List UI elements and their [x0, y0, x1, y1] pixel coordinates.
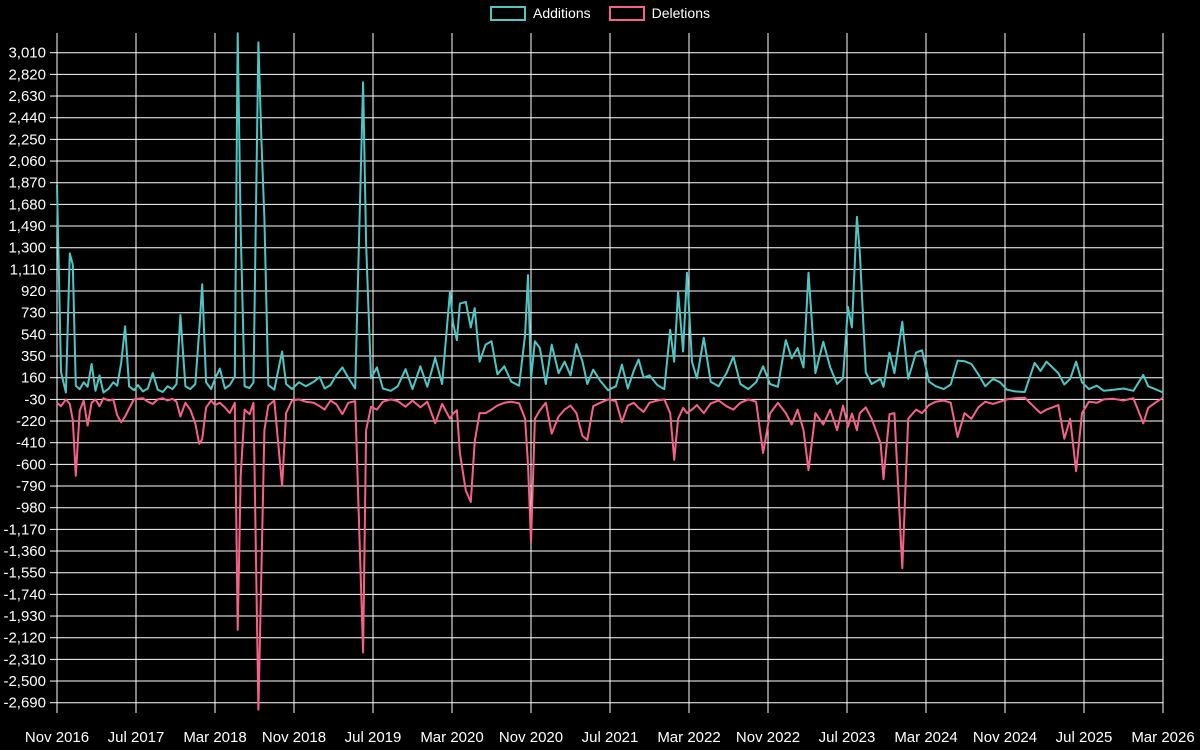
- legend-deletions-label: Deletions: [651, 5, 710, 21]
- y-axis-tick-label: -2,120: [3, 630, 46, 647]
- y-axis-tick-label: 2,250: [8, 131, 46, 148]
- x-axis-tick-label: Mar 2022: [657, 729, 720, 746]
- x-axis-tick-label: Jul 2021: [582, 729, 639, 746]
- y-axis-tick-label: -1,930: [3, 608, 46, 625]
- x-axis-tick-label: Nov 2022: [736, 729, 800, 746]
- y-axis-tick-label: -980: [16, 500, 46, 517]
- y-axis-tick-label: 3,010: [8, 45, 46, 62]
- y-axis-tick-label: -220: [16, 413, 46, 430]
- deletions-line: [56, 396, 1164, 711]
- y-axis-tick-label: 1,110: [10, 261, 46, 278]
- x-axis-tick-label: Nov 2018: [262, 729, 326, 746]
- y-axis-tick-label: -2,500: [3, 673, 46, 690]
- y-axis-tick-label: -790: [16, 478, 46, 495]
- y-axis-tick-label: 2,060: [8, 153, 46, 170]
- x-axis-tick-label: Mar 2026: [1131, 729, 1194, 746]
- y-axis-tick-label: 540: [21, 326, 46, 343]
- y-axis-tick-label: 920: [21, 283, 46, 300]
- y-axis-tick-label: -1,170: [3, 521, 46, 538]
- x-axis-grid: Nov 2016 Jul 2017 Mar 2018 Nov 2018 Jul 2019…: [25, 33, 1195, 746]
- x-axis-tick-label: Nov 2024: [973, 729, 1037, 746]
- y-axis-tick-label: -2,690: [3, 695, 46, 712]
- x-axis-tick-label: Mar 2018: [183, 729, 246, 746]
- y-axis-tick-label: -1,740: [3, 586, 46, 603]
- chart-legend: Additions Deletions: [0, 6, 1200, 21]
- additions-line: [56, 32, 1164, 394]
- legend-item-deletions[interactable]: Deletions: [608, 5, 710, 21]
- deletions-swatch-icon: [608, 6, 645, 21]
- x-axis-tick-label: Nov 2016: [25, 729, 89, 746]
- y-axis-tick-label: 730: [21, 305, 46, 322]
- additions-swatch-icon: [490, 6, 527, 21]
- legend-additions-label: Additions: [533, 5, 591, 21]
- x-axis-tick-label: Jul 2019: [345, 729, 402, 746]
- y-axis-tick-label: -2,310: [3, 651, 46, 668]
- y-axis-tick-label: 160: [21, 370, 46, 387]
- x-axis-tick-label: Jul 2023: [819, 729, 876, 746]
- y-axis-tick-label: 1,870: [8, 175, 46, 192]
- y-axis-tick-label: -600: [16, 456, 46, 473]
- y-axis-tick-label: -410: [16, 435, 46, 452]
- y-axis-tick-label: -30: [24, 391, 46, 408]
- x-axis-tick-label: Mar 2020: [420, 729, 483, 746]
- y-axis-tick-label: 2,820: [8, 66, 46, 83]
- legend-item-additions[interactable]: Additions: [490, 6, 591, 21]
- x-axis-tick-label: Mar 2024: [894, 729, 957, 746]
- x-axis-tick-label: Nov 2020: [499, 729, 563, 746]
- y-axis-tick-label: 1,300: [8, 240, 46, 257]
- y-axis-tick-label: -1,360: [3, 543, 46, 560]
- y-axis-tick-label: 2,630: [8, 88, 46, 105]
- x-axis-tick-label: Jul 2017: [108, 729, 165, 746]
- y-axis-tick-label: 1,680: [8, 196, 46, 213]
- y-axis-tick-label: 350: [21, 348, 46, 365]
- y-axis-tick-label: -1,550: [3, 565, 46, 582]
- y-axis-tick-label: 1,490: [8, 218, 46, 235]
- x-axis-tick-label: Jul 2025: [1056, 729, 1113, 746]
- y-axis-tick-label: 2,440: [8, 110, 46, 127]
